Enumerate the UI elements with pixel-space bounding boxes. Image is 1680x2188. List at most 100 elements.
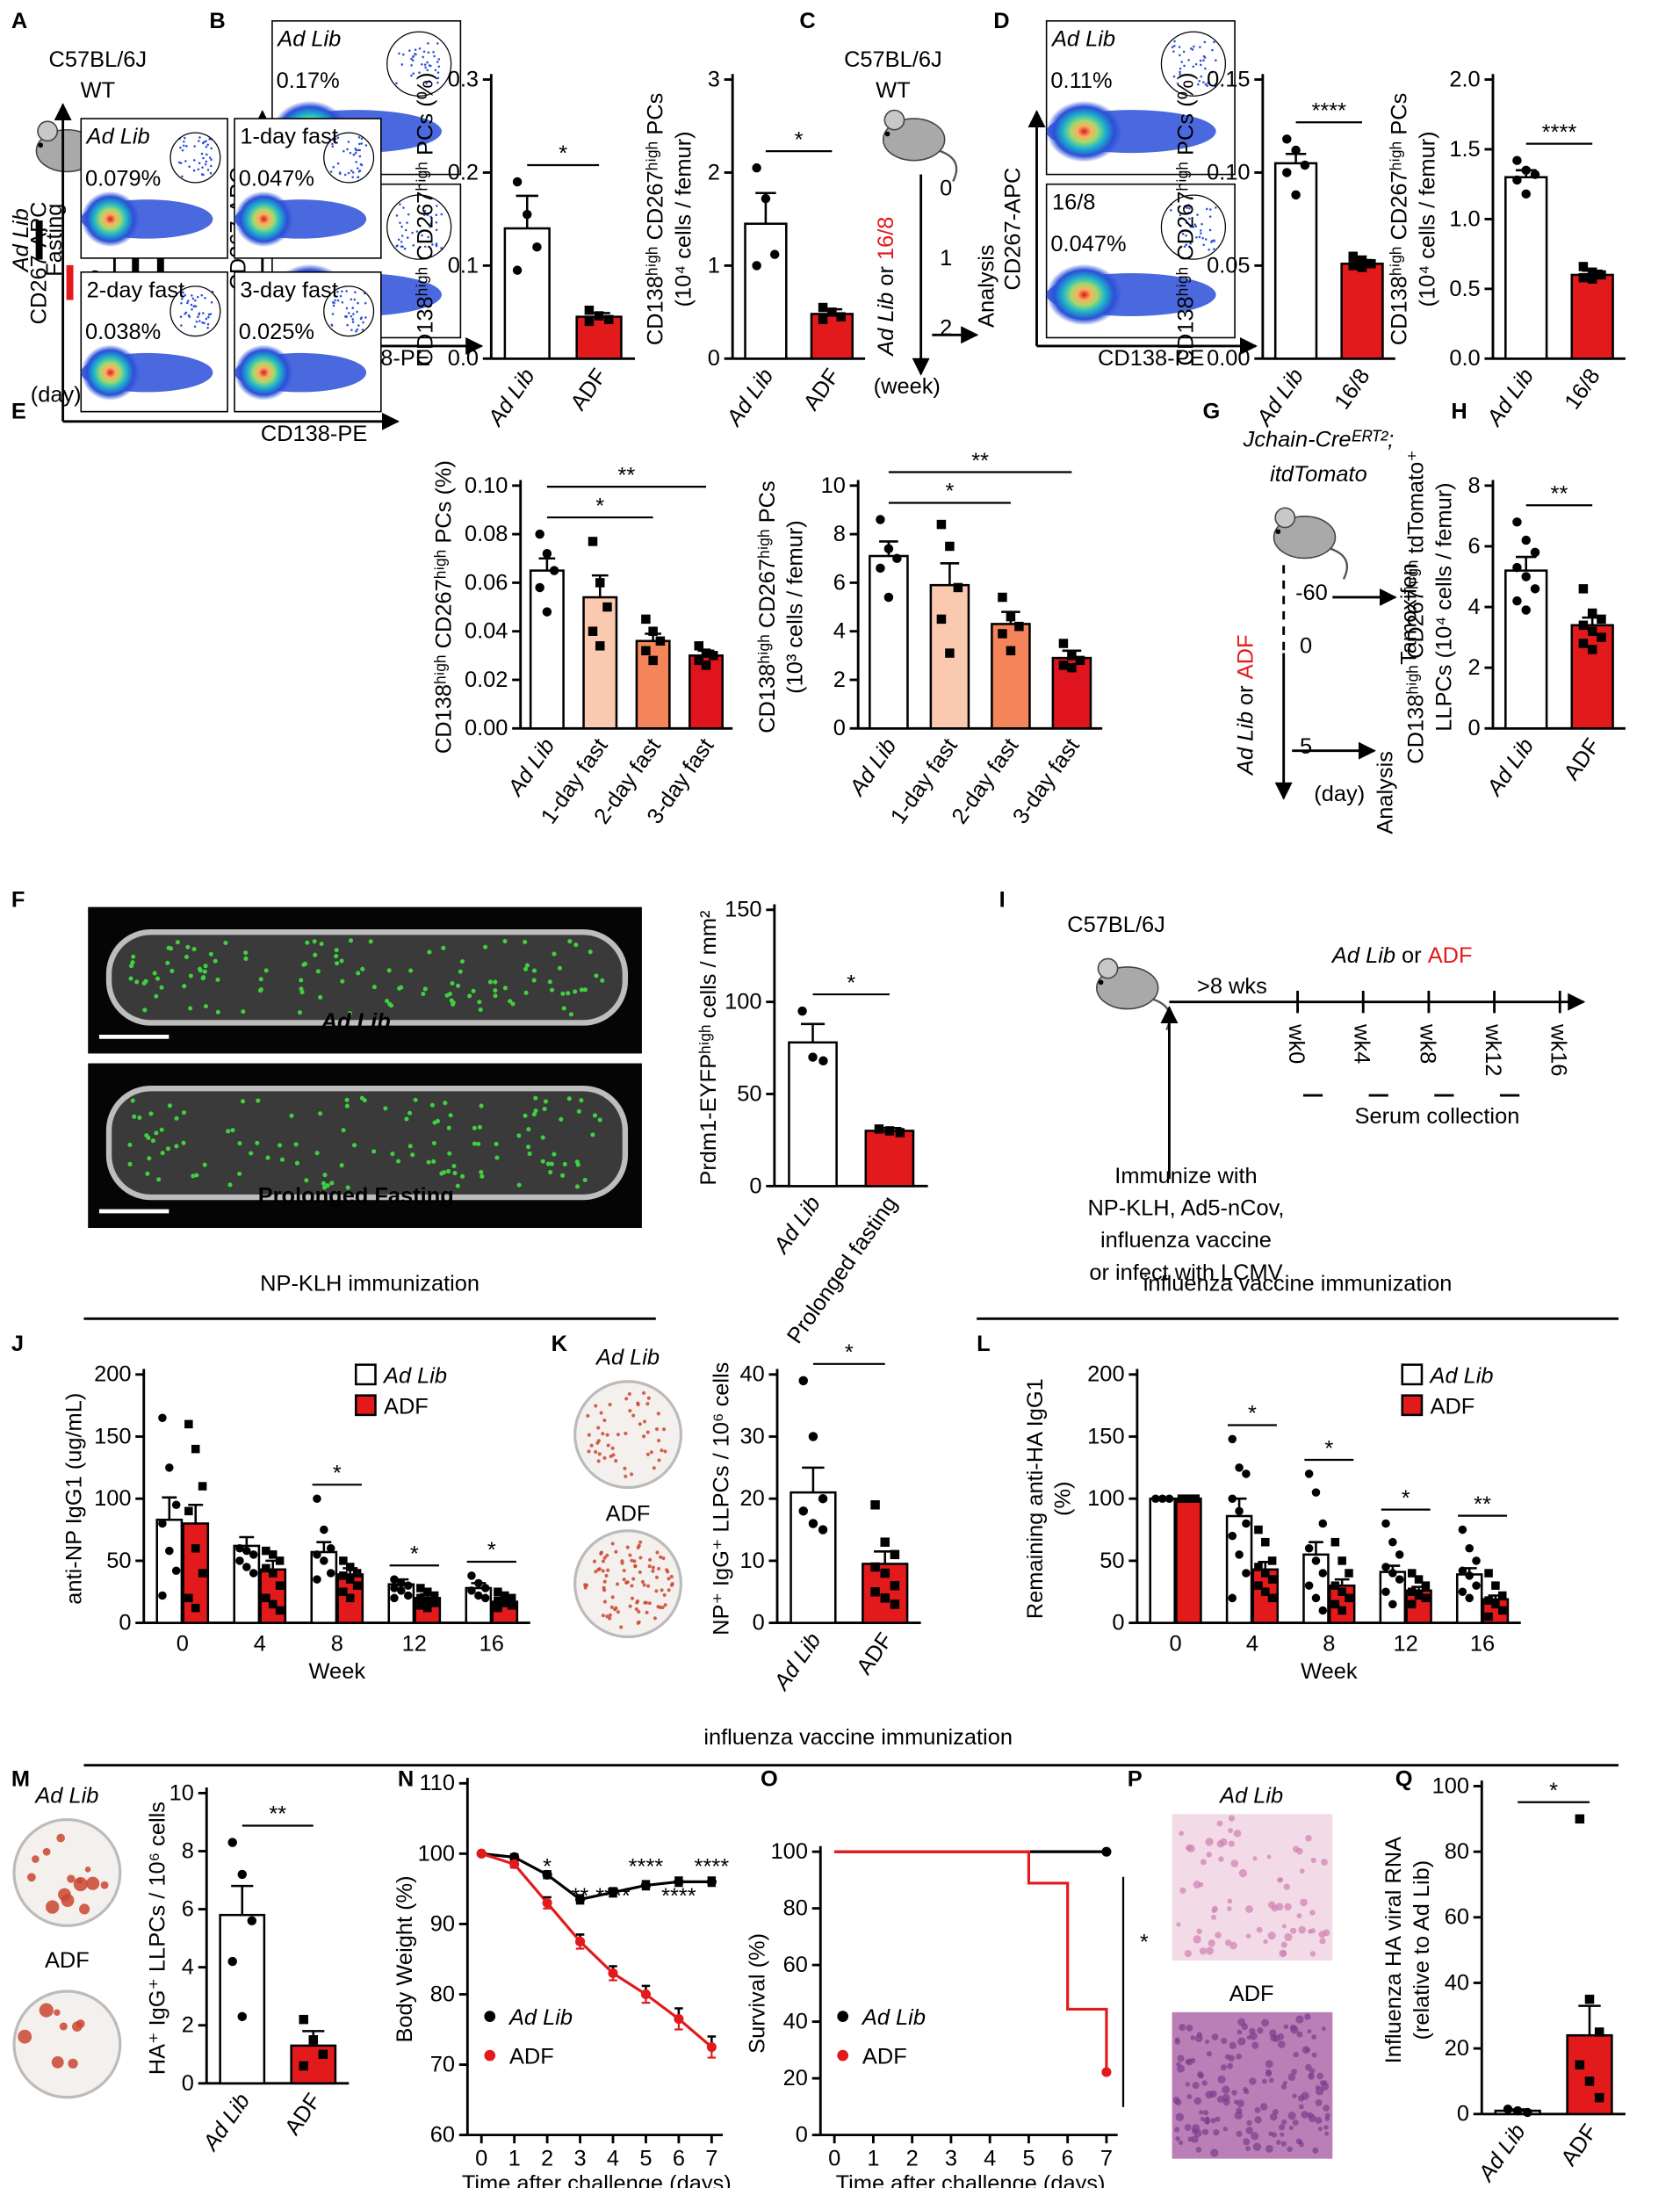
flow-event [396,244,399,247]
flow-event [341,300,344,304]
eyfp-cell [459,1173,465,1179]
x-tick-label: 8 [331,1631,343,1656]
eyfp-cell [258,987,263,993]
flow-event [428,80,431,83]
tissue-cell [1301,2046,1310,2054]
data-point [1491,1581,1500,1590]
label: ADF [45,1948,90,1973]
data-point [494,1587,502,1597]
data-point [191,1603,200,1613]
data-point [313,1575,321,1584]
elispot-spot [645,1402,650,1406]
significance: **** [1542,120,1577,145]
flow-event [436,81,439,84]
data-point [227,1956,237,1967]
y-tick-label: 1.0 [1449,206,1480,231]
label-part: or [1234,679,1258,711]
eyfp-cell [516,1133,522,1138]
x-tick-label: 5 [639,2147,652,2171]
data-point [523,209,532,220]
week-label: 1 [940,246,952,271]
flow-event [357,324,360,327]
y-axis-label: NP⁺ IgG⁺ LLPCs / 10⁶ cells [709,1362,733,1636]
legend-label: ADF [862,2045,907,2069]
tissue-cell [1217,2075,1226,2084]
flow-event [1188,206,1191,210]
eyfp-cell [477,1124,482,1130]
flow-event [356,310,358,314]
flow-event [207,315,210,319]
eyfp-cell [159,985,164,990]
elispot-spot [641,1390,646,1395]
data-point [1458,1566,1467,1575]
flow-event [349,151,352,155]
elispot-spot [619,1625,624,1629]
flow-event [1203,56,1207,59]
tissue-cell [1218,1856,1224,1862]
data-point [397,1578,406,1588]
flow-event [202,156,205,160]
flow-event [400,245,403,248]
eyfp-cell [213,958,218,964]
elispot-spot [601,1569,605,1573]
flow-event [351,171,355,174]
eyfp-cell [547,979,552,985]
elispot-spot [601,1432,605,1436]
flow-event [329,170,333,173]
y-tick-label: 0 [1457,2102,1469,2127]
eyfp-cell [368,939,373,944]
eyfp-cell [345,1185,350,1190]
panel-label: P [1128,1766,1143,1791]
tissue-cell [1216,1820,1223,1827]
eyfp-cell [128,976,133,981]
elispot-spot [623,1466,627,1470]
flow-event [1186,206,1188,209]
week-label: wk12 [1481,1023,1505,1076]
bar [1340,262,1384,360]
eyfp-cell [335,961,340,966]
flow-event [406,221,408,224]
label: C57BL/6J [1067,913,1165,937]
y-tick-label: 2.0 [1449,67,1480,91]
tissue-cell [1277,2033,1285,2040]
data-point [808,1052,818,1062]
label: Analysis [1374,751,1398,834]
flow-event [1194,225,1198,227]
tissue-cell [1322,2080,1328,2085]
eyfp-cell [265,1155,270,1160]
data-point [542,549,552,559]
gate-percent: 0.047% [1050,232,1126,256]
data-point [880,1593,890,1603]
eyfp-cell [130,960,135,965]
eyfp-cell [371,1149,377,1154]
panel-label: Q [1395,1766,1413,1791]
data-point [249,1550,258,1559]
flow-event [1202,59,1205,61]
flow-event [435,213,438,217]
data-point [403,1581,413,1590]
flow-event [193,145,196,148]
flow-event [198,136,201,139]
flow-event [395,214,399,217]
data-point [641,614,651,625]
flow-event [332,166,335,169]
flow-event [1185,221,1188,225]
elispot-spot [608,1616,612,1621]
flow-event [1215,206,1217,209]
error-bar [802,1466,825,1493]
data-point [1484,1596,1493,1605]
data-point [1228,1593,1237,1603]
data-point [1575,1814,1585,1824]
x-axis-label: Week [1301,1659,1358,1684]
tissue-cell [1227,1906,1232,1911]
eyfp-cell [476,1141,481,1146]
data-point [1523,2107,1532,2118]
tissue-cell [1175,2112,1184,2121]
data-point [584,316,595,327]
flow-event [434,69,437,72]
y-tick-label: 8 [182,1838,194,1863]
data-point [761,193,771,204]
tissue-cell [1284,1903,1292,1911]
y-tick-label: 40 [739,1362,764,1387]
elispot-spot [54,2009,61,2016]
